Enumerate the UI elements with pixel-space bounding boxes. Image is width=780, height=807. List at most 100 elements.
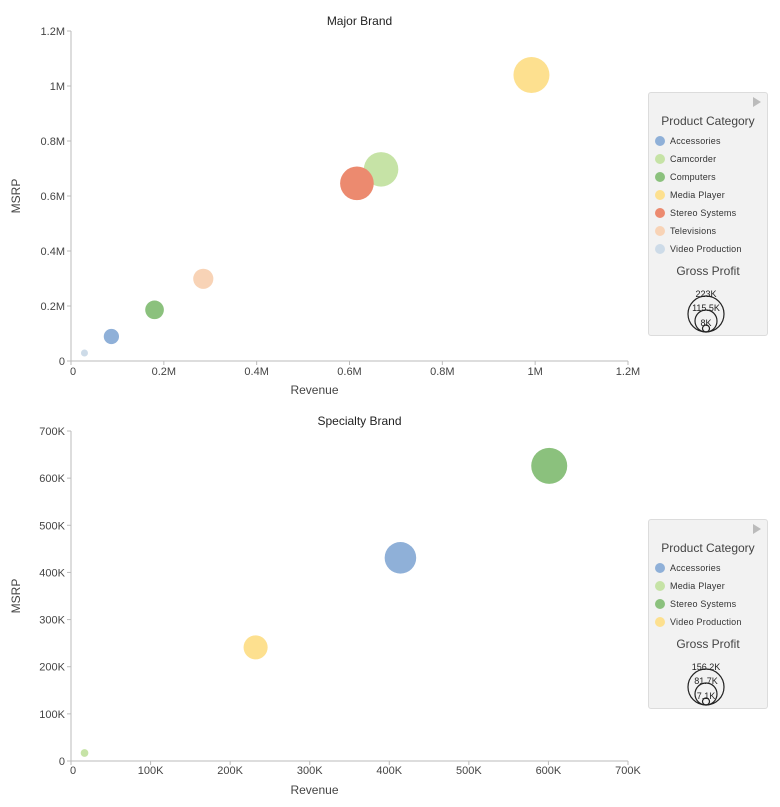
- bubble-stereo-systems[interactable]: [531, 447, 568, 484]
- legend-item[interactable]: Computers: [655, 170, 716, 184]
- y-tick-label: 400K: [39, 567, 65, 579]
- bubble-computers[interactable]: [145, 300, 164, 320]
- legend-swatch: [655, 244, 665, 254]
- legend-swatch: [655, 599, 665, 609]
- legend-swatch: [655, 617, 665, 627]
- y-tick-label: 0: [59, 356, 65, 368]
- size-legend: 223K 115.5K 8K: [687, 289, 725, 333]
- bubble-media-player[interactable]: [80, 749, 89, 757]
- y-axis-title: MSRP: [9, 579, 23, 614]
- chart-1: Specialty Brand 0 100K 200K 300K 400K 500K 600K…: [9, 414, 642, 797]
- legend-swatch: [655, 190, 665, 200]
- legend-swatch: [655, 226, 665, 236]
- y-tick-label: 0.8M: [41, 136, 65, 148]
- y-tick-label: 500K: [39, 520, 65, 532]
- legend-swatch: [655, 208, 665, 218]
- chart-title: Specialty Brand: [317, 414, 401, 428]
- x-tick-label: 400K: [376, 765, 402, 777]
- legend-item[interactable]: Media Player: [655, 579, 725, 593]
- y-tick-label: 0.2M: [41, 301, 65, 313]
- x-tick-label: 700K: [615, 765, 641, 777]
- x-axis-title: Revenue: [290, 383, 338, 397]
- bubble-accessories[interactable]: [384, 542, 417, 574]
- legend-item[interactable]: Video Production: [655, 242, 742, 256]
- x-tick-label: 100K: [138, 765, 164, 777]
- size-legend-label: 8K: [700, 318, 711, 328]
- legend-swatch: [655, 172, 665, 182]
- legend-label: Accessories: [670, 563, 721, 573]
- legend-item[interactable]: Accessories: [655, 561, 721, 575]
- legend-label: Stereo Systems: [670, 599, 737, 609]
- x-tick-label: 0.6M: [337, 366, 361, 378]
- y-tick-label: 0.6M: [41, 191, 65, 203]
- legend-label: Stereo Systems: [670, 208, 737, 218]
- x-tick-label: 1M: [528, 366, 543, 378]
- x-tick-label: 200K: [217, 765, 243, 777]
- size-legend-title: Gross Profit: [676, 264, 740, 278]
- legend-collapse-icon[interactable]: [753, 524, 761, 534]
- legend-item[interactable]: Video Production: [655, 615, 742, 629]
- y-tick-label: 300K: [39, 615, 65, 627]
- size-legend: 156.2K 81.7K 7.1K: [687, 662, 725, 706]
- x-tick-label: 0.4M: [244, 366, 268, 378]
- legend-label: Camcorder: [670, 154, 717, 164]
- bubble-televisions[interactable]: [193, 268, 214, 289]
- legend-title: Product Category: [661, 541, 755, 555]
- x-tick-label: 0.8M: [430, 366, 454, 378]
- legend-item[interactable]: Stereo Systems: [655, 597, 736, 611]
- size-legend-label: 81.7K: [694, 676, 718, 686]
- legend-label: Media Player: [670, 190, 725, 200]
- legend-swatch: [655, 563, 665, 573]
- y-axis-title: MSRP: [9, 179, 23, 214]
- bubble-media-player[interactable]: [513, 57, 550, 93]
- legend-label: Computers: [670, 172, 716, 182]
- y-tick-label: 700K: [39, 426, 65, 438]
- y-tick-label: 0: [59, 756, 65, 768]
- size-legend-title: Gross Profit: [676, 637, 740, 651]
- bubble-video-production[interactable]: [243, 635, 268, 660]
- legend-panel: Product Category Accessories Camcorder Comp…: [648, 92, 768, 336]
- y-tick-label: 0.4M: [41, 246, 65, 258]
- legend-label: Accessories: [670, 136, 721, 146]
- bubble-video-production[interactable]: [80, 349, 88, 357]
- size-legend-label: 7.1K: [697, 691, 716, 701]
- legend-item[interactable]: Media Player: [655, 188, 725, 202]
- legend-swatch: [655, 581, 665, 591]
- size-legend-label: 115.5K: [692, 303, 720, 313]
- size-legend-label: 156.2K: [692, 662, 721, 672]
- legend-panel: Product Category Accessories Media Player S…: [648, 519, 768, 709]
- x-tick-label: 0: [70, 366, 76, 378]
- chart-0: Major Brand 0 0.2M 0.4M 0.6M 0.8M 1M 1.2M 0 0.2M 0…: [9, 14, 640, 397]
- legend-item[interactable]: Accessories: [655, 134, 721, 148]
- x-tick-label: 1.2M: [616, 366, 640, 378]
- legend-item[interactable]: Televisions: [655, 224, 716, 238]
- x-axis-title: Revenue: [290, 783, 338, 797]
- legend-item[interactable]: Camcorder: [655, 152, 716, 166]
- x-tick-label: 500K: [456, 765, 482, 777]
- x-tick-label: 600K: [536, 765, 562, 777]
- legend-swatch: [655, 154, 665, 164]
- legend-label: Televisions: [670, 226, 717, 236]
- legend-title: Product Category: [661, 114, 755, 128]
- bubble-accessories[interactable]: [103, 328, 120, 345]
- size-legend-circle: [701, 324, 711, 333]
- legend-collapse-icon[interactable]: [753, 97, 761, 107]
- y-tick-label: 1M: [50, 81, 65, 93]
- x-tick-label: 0.2M: [152, 366, 176, 378]
- legend-label: Video Production: [670, 617, 742, 627]
- size-legend-circle: [701, 697, 711, 706]
- y-tick-label: 1.2M: [41, 26, 65, 38]
- legend-label: Media Player: [670, 581, 725, 591]
- legend-item[interactable]: Stereo Systems: [655, 206, 736, 220]
- y-tick-label: 600K: [39, 473, 65, 485]
- legend-label: Video Production: [670, 244, 742, 254]
- bubble-stereo-systems[interactable]: [340, 166, 374, 201]
- y-tick-label: 200K: [39, 662, 65, 674]
- x-tick-label: 300K: [297, 765, 323, 777]
- chart-title: Major Brand: [327, 14, 392, 28]
- legend-swatch: [655, 136, 665, 146]
- y-tick-label: 100K: [39, 709, 65, 721]
- x-tick-label: 0: [70, 765, 76, 777]
